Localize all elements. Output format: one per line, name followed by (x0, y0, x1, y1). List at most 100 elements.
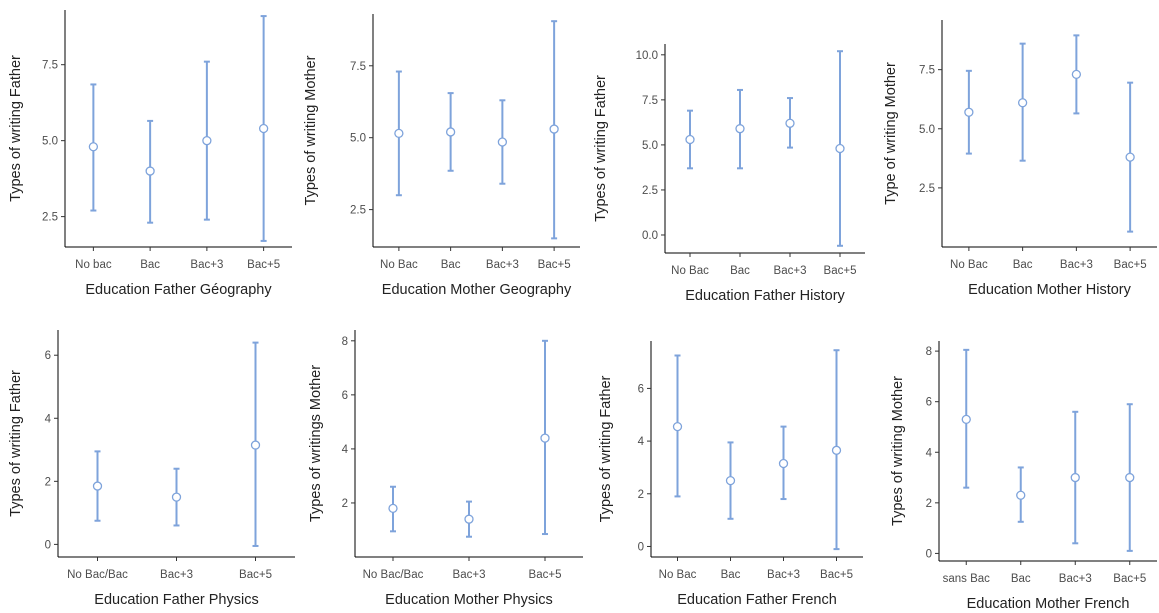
x-tick-label: Bac (1013, 259, 1033, 271)
y-axis-title: Types of writing Father (8, 55, 24, 202)
chart-2: 2.5 5.0 7.5 No Bac Bac Bac+3 Bac+5 Education Mo… (303, 14, 580, 298)
x-tick-label: Bac+3 (767, 569, 800, 581)
mean-point (1071, 69, 1082, 80)
chart-panel-7: 0 2 4 6 No Bac Bac Bac+3 Bac+5 Education Father … (590, 305, 882, 613)
mean-point (464, 514, 474, 524)
x-tick-label: Bac+3 (486, 259, 519, 271)
chart-5: 0 2 4 6 No Bac/Bac Bac+3 Bac+5 Education Father… (8, 330, 295, 608)
x-tick-label: Bac+3 (774, 265, 807, 277)
x-tick-label: Bac (721, 569, 741, 581)
mean-point (394, 128, 404, 139)
x-tick-label: Bac+5 (1113, 573, 1146, 585)
mean-point (540, 433, 550, 443)
y-tick-label: 0 (926, 548, 932, 560)
chart-panel-1: 2.5 5.0 7.5 No bac Bac Bac+3 Bac+5 Education Fa… (0, 0, 295, 305)
y-tick-label: 2 (342, 498, 348, 510)
y-tick-label: 4 (342, 444, 349, 456)
x-axis-title: Education Father French (677, 592, 837, 608)
chart-panel-3: 0.0 2.5 5.0 7.5 10.0 No Bac Bac Bac+3 Bac+5 Educa… (585, 0, 875, 305)
mean-point (202, 136, 212, 146)
x-tick-label: Bac+3 (453, 569, 486, 581)
x-tick-label: No bac (75, 259, 112, 271)
x-tick-label: Bac (140, 259, 160, 271)
mean-point (1125, 472, 1135, 483)
y-tick-label: 5.0 (42, 136, 58, 148)
x-tick-label: Bac+5 (820, 569, 853, 581)
mean-point (964, 107, 974, 117)
x-tick-label: No Bac/Bac (363, 569, 424, 581)
mean-point (778, 458, 789, 469)
x-axis-title: Education Mother History (968, 282, 1132, 298)
mean-point (1017, 98, 1028, 108)
y-tick-label: 10.0 (636, 50, 658, 62)
mean-point (88, 142, 99, 152)
y-tick-label: 5.0 (350, 133, 366, 145)
x-tick-label: Bac+5 (239, 569, 272, 581)
x-tick-label: Bac (441, 259, 461, 271)
y-tick-label: 6 (45, 350, 51, 362)
y-tick-label: 2 (638, 489, 644, 501)
mean-point (145, 166, 155, 176)
mean-point (831, 445, 842, 455)
y-tick-label: 8 (342, 336, 348, 348)
x-tick-label: Bac+5 (1114, 259, 1147, 271)
mean-point (258, 123, 269, 134)
x-tick-label: No Bac (380, 259, 418, 271)
chart-7: 0 2 4 6 No Bac Bac Bac+3 Bac+5 Education Father … (598, 341, 863, 608)
y-tick-label: 4 (926, 447, 933, 459)
mean-point (835, 143, 845, 154)
y-axis-title: Types of writing Mother (890, 376, 906, 526)
x-axis-title: Education Mother Geography (382, 282, 572, 298)
y-tick-label: 7.5 (919, 65, 935, 77)
x-axis-title: Education Mother French (967, 596, 1130, 612)
mean-point (1016, 490, 1026, 500)
mean-point (92, 481, 103, 491)
y-axis-title: Types of writing Father (598, 375, 614, 522)
y-axis-title: Type of writing Mother (883, 62, 899, 205)
y-tick-label: 7.5 (642, 95, 658, 107)
chart-4: 2.5 5.0 7.5 No Bac Bac Bac+3 Bac+5 Education Mo… (883, 20, 1157, 298)
y-tick-label: 0 (45, 539, 51, 551)
y-axis-title: Types of writing Father (593, 75, 609, 222)
chart-panel-4: 2.5 5.0 7.5 No Bac Bac Bac+3 Bac+5 Education Mo… (875, 0, 1159, 305)
mean-point (785, 118, 795, 128)
mean-point (250, 440, 261, 450)
x-tick-label: Bac+3 (1060, 259, 1093, 271)
chart-panel-6: 2 4 6 8 No Bac/Bac Bac+3 Bac+5 Education Mother… (300, 305, 590, 613)
x-tick-label: No Bac/Bac (67, 569, 128, 581)
x-tick-label: No Bac (659, 569, 697, 581)
mean-point (685, 134, 695, 145)
x-axis-title: Education Father History (685, 288, 845, 304)
x-tick-label: Bac+3 (160, 569, 193, 581)
y-tick-label: 7.5 (350, 61, 366, 73)
y-tick-label: 4 (638, 436, 645, 448)
mean-point (961, 414, 971, 425)
x-tick-label: sans Bac (943, 573, 991, 585)
y-tick-label: 2.5 (42, 212, 58, 224)
chart-3: 0.0 2.5 5.0 7.5 10.0 No Bac Bac Bac+3 Bac+5 Educa… (593, 44, 865, 304)
y-tick-label: 5.0 (919, 124, 935, 136)
mean-point (171, 492, 182, 502)
chart-panel-8: 0 2 4 6 8 sans Bac Bac Bac+3 Bac+5 Education Moth… (882, 305, 1159, 613)
chart-6: 2 4 6 8 No Bac/Bac Bac+3 Bac+5 Education Mother… (308, 330, 583, 608)
mean-point (445, 127, 456, 137)
mean-point (735, 124, 745, 134)
x-tick-label: Bac+5 (538, 259, 571, 271)
mean-point (1125, 152, 1135, 162)
y-tick-label: 5.0 (642, 140, 658, 152)
x-axis-title: Education Father Géography (85, 282, 272, 298)
y-tick-label: 2.5 (919, 183, 935, 195)
y-tick-label: 6 (926, 397, 932, 409)
chart-8: 0 2 4 6 8 sans Bac Bac Bac+3 Bac+5 Education Moth… (890, 341, 1157, 612)
y-tick-label: 6 (342, 390, 348, 402)
x-tick-label: No Bac (950, 259, 988, 271)
chart-panel-5: 0 2 4 6 No Bac/Bac Bac+3 Bac+5 Education Father… (0, 305, 300, 613)
x-tick-label: Bac+5 (529, 569, 562, 581)
x-tick-label: Bac+5 (247, 259, 280, 271)
y-tick-label: 0.0 (642, 230, 658, 242)
x-axis-title: Education Father Physics (94, 592, 258, 608)
chart-panel-2: 2.5 5.0 7.5 No Bac Bac Bac+3 Bac+5 Education Mo… (295, 0, 585, 305)
y-axis-title: Types of writing Father (8, 370, 24, 517)
y-axis-title: Types of writings Mother (308, 365, 324, 522)
